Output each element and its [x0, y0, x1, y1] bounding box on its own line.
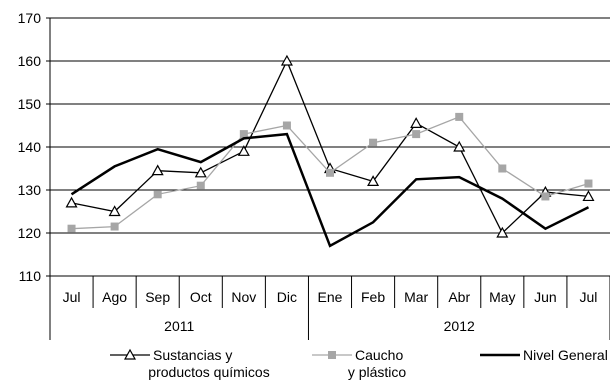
group-label: 2012 — [444, 318, 475, 334]
data-point — [326, 168, 334, 177]
data-point — [410, 117, 423, 128]
data-point — [239, 130, 248, 139]
data-point — [196, 181, 205, 190]
data-point — [110, 222, 119, 231]
data-point — [367, 175, 380, 186]
data-point — [194, 166, 207, 178]
data-point — [496, 226, 509, 238]
x-tick-label: Ago — [102, 289, 127, 305]
x-axis: Jul Ago Sep Oct Nov Dic Ene Feb Mar Abr May Jun Jul 2… — [49, 276, 610, 340]
data-point — [541, 192, 550, 201]
data-point — [369, 138, 378, 147]
x-tick-label: Jul — [63, 289, 81, 305]
series-layer — [65, 54, 595, 248]
x-tick-label: Mar — [404, 289, 428, 305]
group-label: 2011 — [164, 318, 194, 334]
gridlines — [50, 17, 610, 277]
legend-label: Caucho — [355, 347, 403, 363]
x-tick-label: Oct — [190, 289, 212, 305]
data-point — [455, 112, 464, 121]
data-point — [237, 145, 250, 156]
data-point — [67, 224, 76, 233]
x-tick-label: Ene — [318, 289, 343, 305]
data-point — [153, 190, 162, 199]
x-tick-label: Sep — [145, 289, 170, 305]
legend-marker — [123, 348, 137, 360]
legend-label: Nivel General — [523, 347, 608, 363]
x-tick-label: Jul — [580, 289, 598, 305]
x-tick-label: Abr — [448, 289, 470, 305]
y-tick-label: 140 — [18, 139, 42, 155]
data-point — [280, 54, 293, 66]
y-tick-label: 120 — [18, 225, 42, 241]
data-point — [151, 164, 164, 176]
data-point — [498, 164, 507, 173]
data-point — [65, 196, 78, 208]
x-tick-label: Jun — [534, 289, 557, 305]
legend-label: productos químicos — [148, 364, 269, 380]
y-tick-label: 130 — [18, 182, 42, 198]
data-point — [582, 190, 595, 202]
legend-label: Sustancias y — [153, 347, 232, 363]
series-line — [70, 132, 590, 248]
data-point — [108, 205, 121, 217]
data-point — [412, 130, 421, 139]
legend-marker — [328, 351, 336, 359]
data-point — [453, 140, 466, 152]
y-axis: 110 120 130 140 150 160 170 — [18, 10, 51, 284]
data-point — [584, 179, 593, 188]
data-point — [282, 121, 291, 130]
x-tick-label: Nov — [231, 289, 256, 305]
y-tick-label: 110 — [19, 268, 42, 284]
legend-label: y plástico — [348, 364, 407, 380]
y-tick-label: 160 — [18, 53, 42, 69]
x-tick-label: May — [489, 289, 515, 305]
x-tick-label: Feb — [361, 289, 385, 305]
y-tick-label: 150 — [18, 96, 42, 112]
x-tick-label: Dic — [277, 289, 297, 305]
y-tick-label: 170 — [18, 10, 42, 26]
